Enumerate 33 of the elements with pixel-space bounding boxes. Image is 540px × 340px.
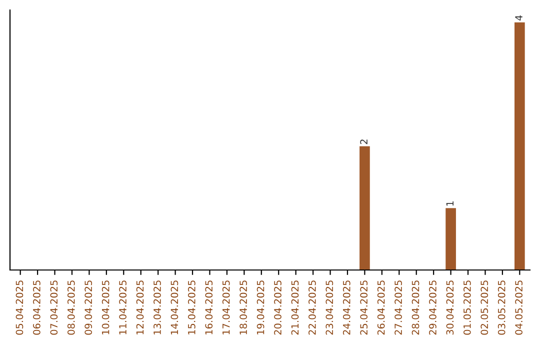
x-tick-label: 23.04.2025 [326, 280, 334, 335]
x-tick-label: 11.04.2025 [119, 280, 126, 334]
x-tick-label: 04.05.2025 [515, 280, 522, 335]
x-tick-label: 08.04.2025 [67, 280, 75, 335]
x-tick-label: 28.04.2025 [412, 280, 420, 335]
x-tick-label: 25.04.2025 [360, 280, 368, 335]
x-tick-label: 16.04.2025 [205, 280, 213, 334]
x-tick-label: 26.04.2025 [377, 280, 385, 335]
x-tick-label: 21.04.2025 [291, 280, 299, 335]
x-tick-label: 05.04.2025 [16, 280, 24, 335]
x-tick-label: 20.04.2025 [274, 280, 282, 335]
data-label: 4 [515, 15, 522, 21]
x-tick-label: 14.04.2025 [170, 280, 178, 334]
x-tick-label: 07.04.2025 [50, 280, 58, 335]
x-tick-label: 24.04.2025 [342, 280, 350, 335]
x-tick-label: 29.04.2025 [429, 280, 436, 335]
x-tick-label: 17.04.2025 [222, 280, 230, 334]
x-tick-label: 15.04.2025 [188, 280, 196, 334]
data-label: 2 [360, 140, 368, 144]
x-tick-label: 01.05.2025 [463, 280, 471, 335]
x-tick-label: 27.04.2025 [394, 280, 402, 335]
x-tick-label: 30.04.2025 [446, 280, 454, 335]
data-label: 1 [446, 201, 454, 206]
x-tick-label: 06.04.2025 [33, 280, 40, 335]
x-tick-label: 19.04.2025 [256, 280, 264, 334]
x-tick-label: 10.04.2025 [102, 280, 110, 334]
x-tick-label: 12.04.2025 [136, 280, 144, 334]
x-tick-label: 13.04.2025 [154, 280, 161, 334]
x-tick-label: 02.05.2025 [480, 280, 488, 335]
x-tick-label: 22.04.2025 [308, 280, 316, 335]
x-tick-label: 09.04.2025 [84, 280, 92, 335]
x-tick-label: 03.05.2025 [498, 280, 506, 335]
x-tick-label: 18.04.2025 [240, 280, 247, 334]
